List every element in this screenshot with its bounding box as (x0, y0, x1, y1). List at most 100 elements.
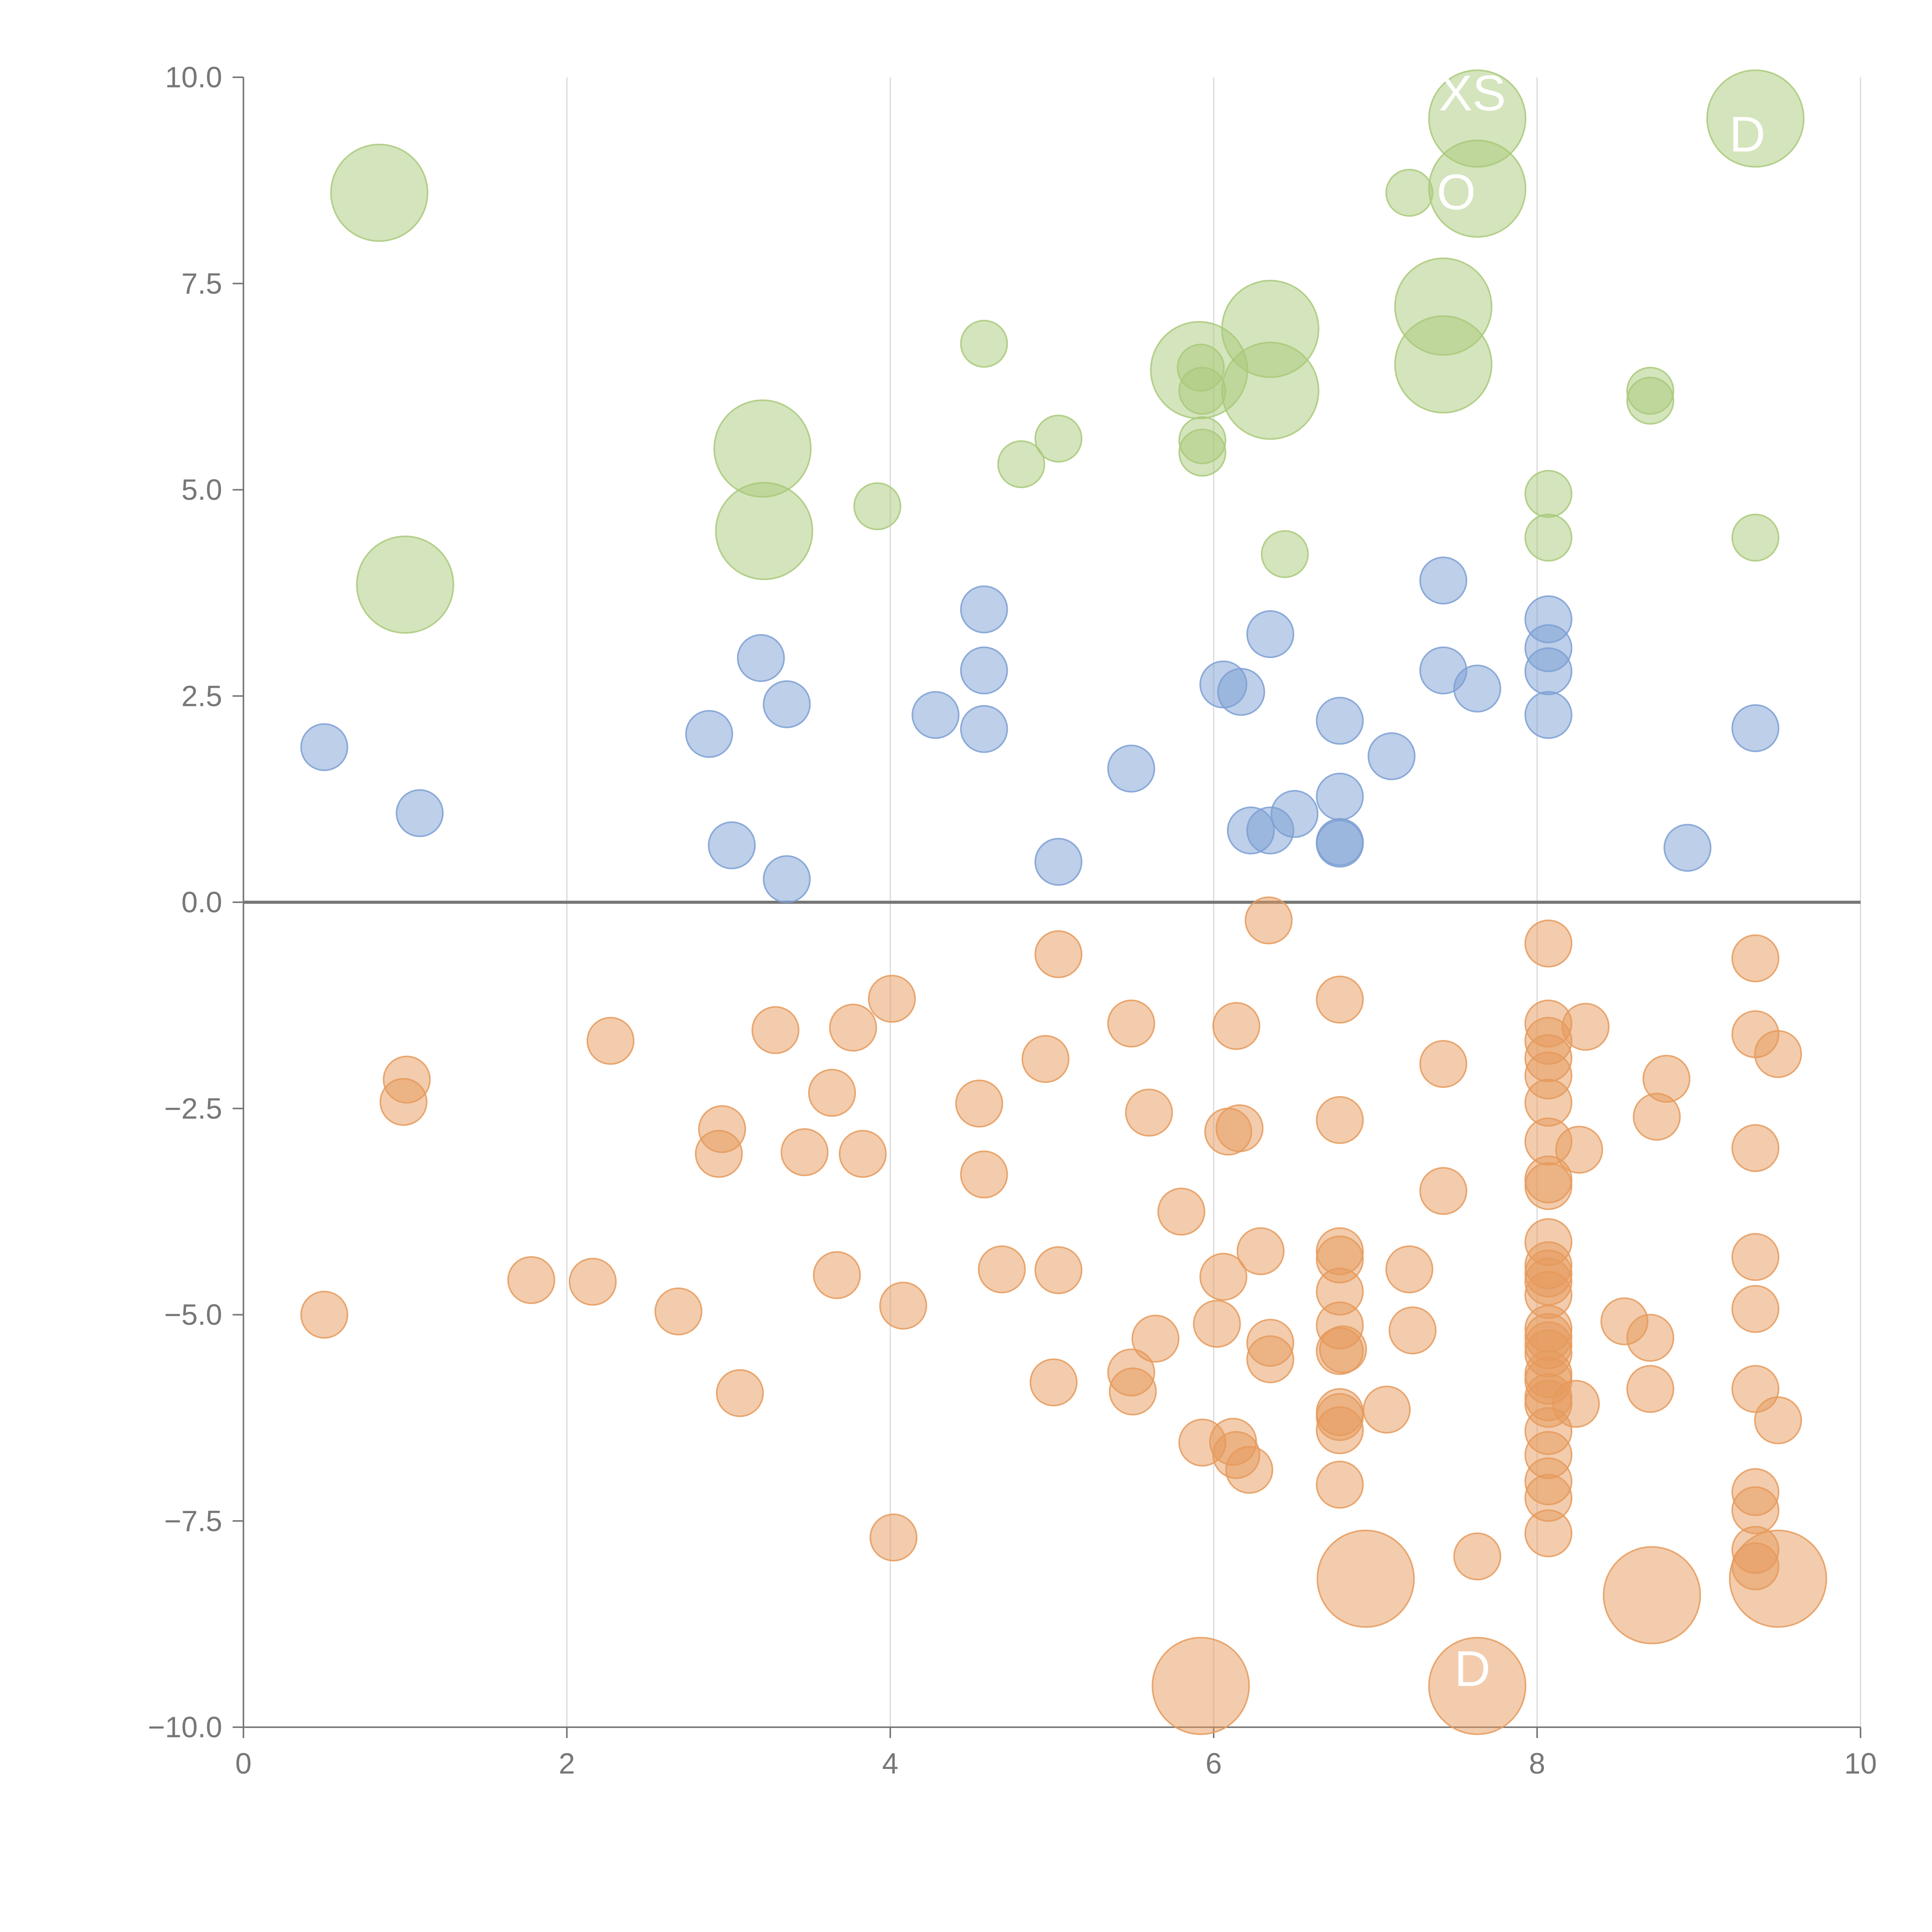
orange-point (1419, 1040, 1468, 1088)
overlay-labels: XS D O D (1437, 65, 1765, 1697)
blue-point (912, 691, 960, 739)
blue-point (1663, 824, 1712, 872)
orange-point (808, 1069, 856, 1117)
orange-point (1193, 1299, 1241, 1348)
orange-point (1603, 1546, 1701, 1645)
green-point (1178, 429, 1226, 477)
blue-point (685, 710, 733, 758)
orange-point (586, 1017, 634, 1065)
blue-point (960, 705, 1008, 753)
blue-point (763, 855, 811, 903)
orange-point (1626, 1365, 1674, 1413)
orange-point (813, 1251, 861, 1299)
green-point (1394, 315, 1493, 413)
blue-point (1107, 745, 1155, 793)
blue-point (707, 821, 756, 869)
orange-point (1029, 1358, 1078, 1406)
orange-point (829, 1003, 877, 1052)
overlay-label: D (1729, 106, 1765, 162)
blue-point (737, 634, 785, 682)
overlay-label: XS (1439, 65, 1506, 121)
orange-point (1236, 1227, 1285, 1276)
green-point (1385, 168, 1434, 217)
blue-point (1731, 704, 1779, 752)
orange-point (751, 1006, 799, 1054)
blue-point (1524, 647, 1573, 696)
overlay-label: D (1454, 1640, 1491, 1697)
orange-point (1034, 1246, 1083, 1294)
orange-point (1107, 999, 1155, 1048)
orange-point (716, 1369, 764, 1417)
orange-point (300, 1291, 349, 1339)
orange-point (1316, 1406, 1364, 1454)
blue-point (1367, 732, 1416, 781)
orange-point (1731, 1124, 1779, 1172)
blue-point (1524, 691, 1573, 739)
axes: 0 2 4 6 8 10 10.0 7.5 5.0 2.5 0.0 −2.5 −5.0 −7.5 −10.0 (148, 61, 1877, 1780)
green-point (1034, 415, 1083, 463)
orange-point (1561, 1003, 1610, 1051)
x-tick-label: 4 (882, 1747, 898, 1780)
orange-point (1388, 1306, 1437, 1355)
orange-point (978, 1245, 1026, 1294)
y-tick-label: 10.0 (165, 61, 222, 94)
orange-point (1555, 1126, 1603, 1174)
y-tick-label: 5.0 (181, 474, 222, 507)
y-tick-label: 7.5 (181, 267, 222, 300)
orange-point (838, 1130, 887, 1178)
blue-point (1316, 772, 1364, 821)
orange-point (1552, 1380, 1600, 1428)
blue-point (300, 723, 349, 771)
green-point (853, 482, 901, 531)
orange-point (1034, 930, 1083, 978)
green-point (330, 143, 429, 242)
x-tick-label: 2 (559, 1747, 575, 1780)
blue-point (763, 680, 811, 728)
orange-point (1754, 1030, 1802, 1078)
x-tick-label: 6 (1206, 1747, 1222, 1780)
blue-point (1316, 820, 1364, 868)
orange-point (1754, 1396, 1802, 1444)
orange-point (1731, 1233, 1779, 1281)
blue-point (1246, 610, 1294, 658)
orange-point (1524, 1509, 1573, 1558)
orange-point (1225, 1446, 1274, 1494)
green-point (715, 482, 813, 580)
y-tick-label: 0.0 (181, 886, 222, 919)
overlay-label: O (1437, 164, 1476, 220)
orange-point (1729, 1529, 1827, 1628)
green-point (960, 320, 1008, 368)
orange-point (1524, 1162, 1573, 1210)
orange-point (1151, 1637, 1250, 1735)
green-point (1261, 530, 1309, 578)
orange-point (1524, 919, 1573, 968)
orange-point (1385, 1245, 1434, 1294)
blue-point (960, 585, 1008, 634)
orange-point (1199, 1253, 1248, 1301)
orange-point (879, 1282, 927, 1330)
orange-point (1246, 1335, 1294, 1383)
orange-point (1109, 1367, 1157, 1416)
green-point (1731, 514, 1779, 562)
orange-point (1453, 1532, 1502, 1581)
blue-point (1270, 790, 1319, 838)
y-tick-label: −10.0 (148, 1711, 222, 1744)
orange-point (869, 1513, 918, 1561)
green-point (1626, 376, 1674, 425)
blue-point (1217, 668, 1265, 716)
orange-point (1428, 1637, 1527, 1735)
orange-point (1316, 1096, 1364, 1144)
x-tick-label: 10 (1844, 1747, 1877, 1780)
blue-point (1034, 838, 1083, 886)
blue-point (1316, 697, 1364, 745)
green-point (1524, 470, 1573, 518)
orange-point (568, 1258, 617, 1306)
x-tick-label: 8 (1529, 1747, 1545, 1780)
orange-point (1215, 1104, 1264, 1152)
orange-point (1316, 1461, 1364, 1509)
green-point (997, 440, 1045, 488)
y-tick-label: −5.0 (164, 1299, 222, 1332)
green-point (1221, 342, 1320, 440)
orange-point (383, 1056, 431, 1104)
